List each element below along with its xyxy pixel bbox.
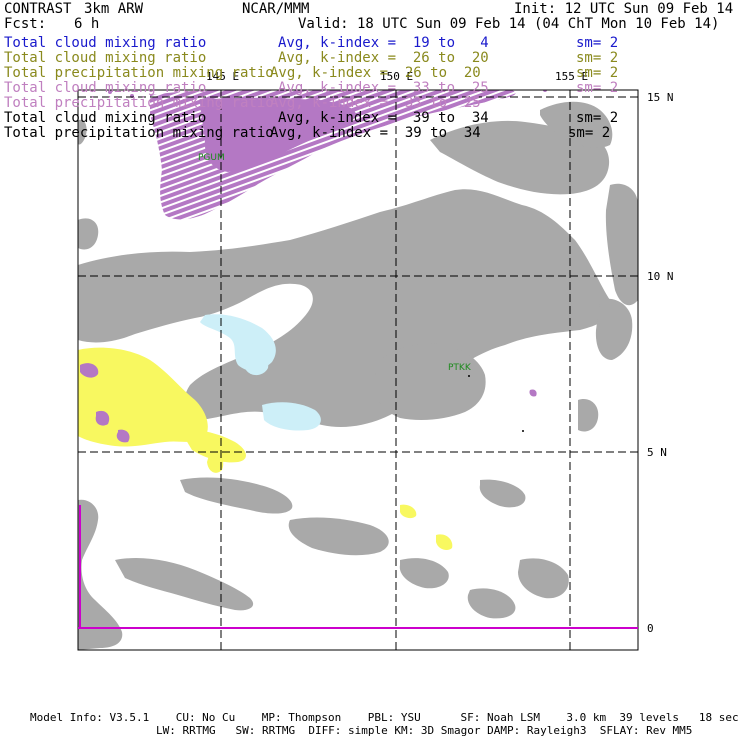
station-dot-ptkk [468, 375, 470, 377]
lon-label-145: 145 E [206, 70, 239, 83]
station-ptkk: PTKK [448, 363, 472, 373]
lon-label-150: 150 E [380, 70, 413, 83]
lat-lon-grid [78, 90, 638, 650]
station-pgum: PGUM [198, 153, 225, 163]
lon-label-155: 155 E [555, 70, 588, 83]
fcst-value: 6 h [74, 16, 100, 32]
lat-label-10n: 10 N [647, 270, 674, 283]
legend-avg-6: Avg, k-index = 39 to 34 [278, 110, 489, 126]
legend-sm-1: sm= 2 [576, 35, 619, 51]
footer-physics-info: LW: RRTMG SW: RRTMG DIFF: simple KM: 3D … [156, 724, 693, 737]
legend-sm-3: sm= 2 [576, 65, 619, 81]
legend-field-4: Total cloud mixing ratio [4, 80, 207, 96]
legend-sm-7: sm= 2 [568, 125, 611, 141]
legend-sm-6: sm= 2 [576, 110, 619, 126]
legend-sm-2: sm= 2 [576, 50, 619, 66]
legend-field-6: Total cloud mixing ratio [4, 110, 207, 126]
valid-time: Valid: 18 UTC Sun 09 Feb 14 (04 ChT Mon … [298, 16, 720, 32]
lightblue-cloud-areas [200, 314, 321, 431]
lat-label-15n: 15 N [647, 91, 674, 104]
legend-avg-3: Avg, k-index = 26 to 20 [270, 65, 481, 81]
legend-field-3: Total precipitation mixing ratio [4, 65, 274, 81]
lat-label-5n: 5 N [647, 446, 667, 459]
footer-model-info: Model Info: V3.5.1 CU: No Cu MP: Thompso… [30, 711, 739, 724]
legend-avg-5: Avg, k-index = 33 to 25 [270, 95, 481, 111]
fcst-label: Fcst: [4, 16, 47, 32]
legend-avg-4: Avg, k-index = 33 to 25 [278, 80, 489, 96]
lat-label-0: 0 [647, 622, 654, 635]
init-time: Init: 12 UTC Sun 09 Feb 14 [514, 1, 734, 17]
org-name: NCAR/MMM [242, 1, 310, 17]
model-name: 3km ARW [84, 1, 144, 17]
yellow-precip-areas [78, 347, 453, 550]
legend-avg-2: Avg, k-index = 26 to 20 [278, 50, 489, 66]
legend-avg-1: Avg, k-index = 19 to 4 [278, 35, 489, 51]
gray-cloud-areas [78, 101, 638, 650]
legend-sm-4: sm= 2 [576, 80, 619, 96]
program-name: CONTRAST [4, 1, 72, 17]
purple-cloud-areas [80, 90, 537, 443]
legend-field-2: Total cloud mixing ratio [4, 50, 207, 66]
legend-avg-7: Avg, k-index = 39 to 34 [270, 125, 481, 141]
legend-field-7: Total precipitation mixing ratio [4, 125, 274, 141]
legend-field-1: Total cloud mixing ratio [4, 35, 207, 51]
legend-field-5: Total precipitation mixing ratio [4, 95, 274, 111]
station-dot-extra [522, 430, 524, 432]
map-frame [77, 89, 639, 651]
